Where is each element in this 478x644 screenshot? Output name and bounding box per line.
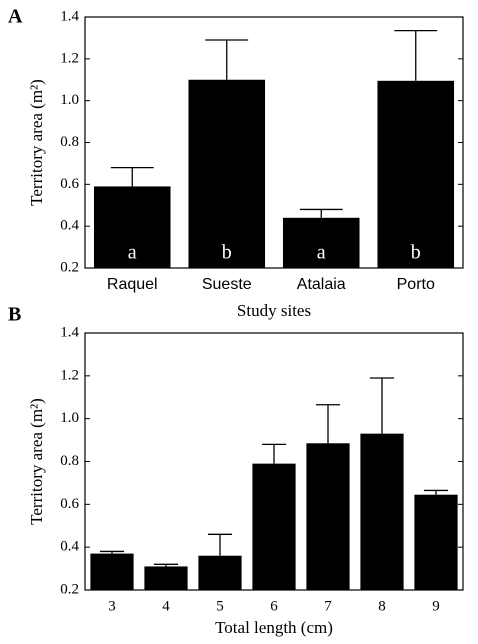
panel: A Territory area (m²) Study sites 0.2 0.4 0.6… <box>8 6 464 320</box>
bar <box>377 80 455 268</box>
error-bar <box>205 39 249 80</box>
x-tick-label: Raquel <box>107 276 158 293</box>
x-tick-label: 6 <box>270 598 278 614</box>
x-tick-label: 3 <box>108 598 116 614</box>
error-bar <box>153 563 179 567</box>
y-tick-label: 0.6 <box>60 496 79 512</box>
error-bar <box>99 550 125 554</box>
y-tick-label: 0.4 <box>60 539 79 555</box>
x-tick-label: 7 <box>324 598 332 614</box>
x-axis-label: Total length (cm) <box>215 618 333 637</box>
panel-label: B <box>8 304 21 326</box>
error-bar <box>423 489 449 495</box>
bar <box>306 443 350 590</box>
y-tick-label: 0.2 <box>60 259 79 275</box>
y-tick-label: 1.4 <box>60 324 79 340</box>
y-tick-label: 1.2 <box>60 367 79 383</box>
bar <box>188 79 266 268</box>
x-tick-label: Sueste <box>202 276 252 293</box>
error-bar <box>207 533 233 556</box>
x-tick-label: 8 <box>378 598 386 614</box>
y-tick-label: 0.8 <box>60 134 79 150</box>
error-bar <box>261 443 287 464</box>
x-tick-label: Porto <box>397 276 435 293</box>
bar <box>252 463 296 590</box>
y-axis-label: Territory area (m²) <box>27 79 46 206</box>
bar <box>414 494 458 590</box>
y-tick-label: 1.0 <box>60 410 79 426</box>
bar <box>360 433 404 590</box>
y-axis-label: Territory area (m²) <box>27 398 46 525</box>
y-tick-label: 1.0 <box>60 92 79 108</box>
y-tick-label: 0.8 <box>60 453 79 469</box>
plot-frame <box>84 332 464 591</box>
y-tick-label: 0.2 <box>60 581 79 597</box>
bar <box>198 555 242 590</box>
bar-label: a <box>317 242 326 264</box>
x-tick-label: 5 <box>216 598 224 614</box>
bar <box>282 217 360 268</box>
error-bar <box>315 404 341 444</box>
bar-label: a <box>128 242 137 264</box>
y-tick-label: 1.4 <box>60 8 79 24</box>
bar <box>144 566 188 590</box>
x-tick-label: 9 <box>432 598 440 614</box>
error-bar <box>394 29 438 81</box>
y-tick-label: 1.2 <box>60 50 79 66</box>
bar <box>93 186 171 268</box>
bar <box>90 553 134 590</box>
x-axis-label: Study sites <box>237 301 311 320</box>
error-bar <box>369 377 395 434</box>
x-tick-label: 4 <box>162 598 170 614</box>
bar-label: b <box>411 242 421 264</box>
plot-frame <box>84 16 464 269</box>
y-tick-label: 0.4 <box>60 218 79 234</box>
x-tick-label: Atalaia <box>297 276 346 293</box>
error-bar <box>110 166 154 187</box>
panel: B Territory area (m²) Total length (cm) 0.2… <box>8 304 464 637</box>
y-tick-label: 0.6 <box>60 176 79 192</box>
bar-label: b <box>222 242 232 264</box>
error-bar <box>299 208 343 218</box>
panel-label: A <box>8 6 23 28</box>
